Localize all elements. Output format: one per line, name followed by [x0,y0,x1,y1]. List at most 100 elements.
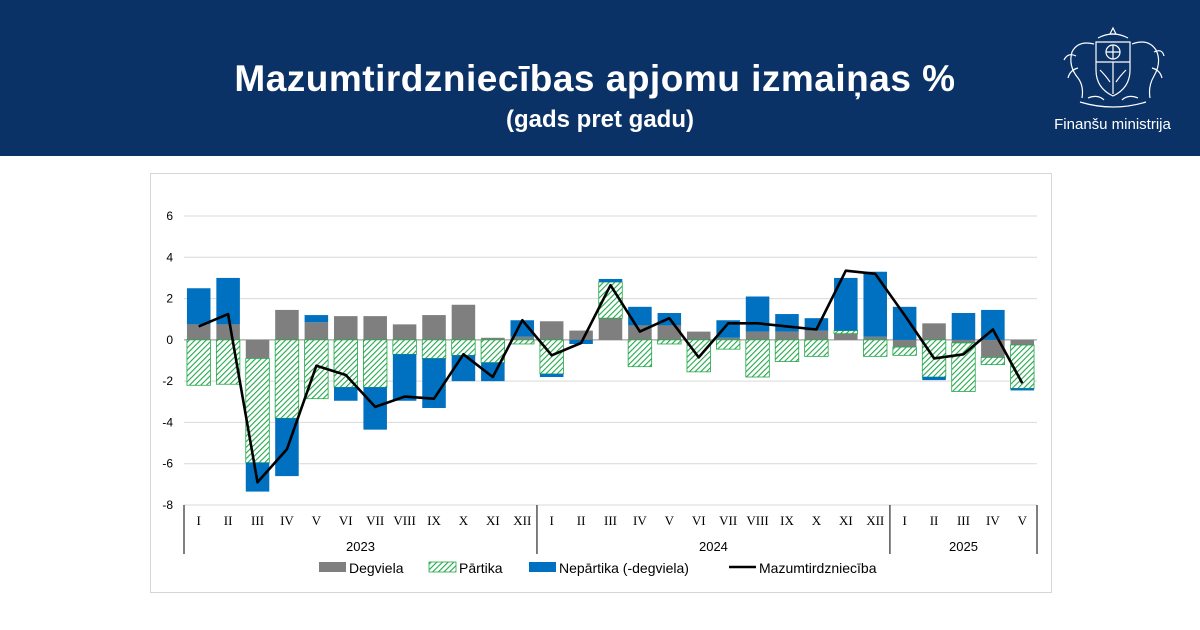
x-tick-label: I [197,513,201,528]
bar-degviela [539,321,564,340]
x-tick-label: III [604,513,617,528]
bar-degviela [392,324,417,340]
x-tick-label: VI [339,513,353,528]
bar-degviela [775,331,799,340]
bar-degviela [481,337,505,340]
bar-nepārtika-degviela [539,373,564,378]
bar-degviela [686,331,711,340]
bar-degviela [363,316,387,340]
y-tick-label: -6 [162,457,173,471]
bar-nepārtika-degviela [922,377,946,381]
legend-label-degviela: Degviela [349,560,404,576]
x-tick-label: IV [280,513,294,528]
bar-pārtika [892,346,917,356]
bar-degviela [892,339,917,348]
bar-degviela [804,330,829,340]
bar-nepārtika-degviela [892,306,917,340]
x-tick-label: II [224,513,233,528]
legend-label-mazumtirdzniecība: Mazumtirdzniecība [759,560,877,576]
x-tick-label: VIII [746,513,768,528]
bar-pārtika [186,339,211,386]
x-tick-label: II [577,513,586,528]
bar-degviela [216,324,240,340]
bar-pārtika [774,339,800,362]
x-tick-label: XI [839,513,853,528]
bar-pārtika [745,339,770,378]
y-tick-label: 6 [166,209,173,223]
bar-degviela [569,330,593,340]
bar-nepārtika-degviela [951,313,976,340]
year-label: 2024 [699,539,728,554]
bar-pārtika [274,339,300,419]
year-label: 2025 [949,539,978,554]
bar-pārtika [715,339,741,350]
x-tick-label: VIII [393,513,415,528]
coat-of-arms-icon [1063,26,1165,108]
page-title: Mazumtirdzniecības apjomu izmaiņas % [234,58,956,99]
legend-swatch-pārtika [428,561,457,573]
bar-pārtika [980,357,1006,366]
bar-pārtika [392,339,417,355]
bar-nepārtika-degviela [628,306,652,326]
bar-degviela [510,336,535,340]
bar-nepārtika-degviela [422,358,446,408]
chart-frame: -8 -6 -4 -2 0 2 4 6 I II III IV V VI VII VIII IX X XI XII I I… [150,173,1052,593]
y-tick-label: 4 [166,250,173,264]
bar-nepārtika-degviela [745,296,770,332]
bar-nepārtika-degviela [775,314,799,332]
bar-degviela [745,331,770,340]
x-tick-label: II [930,513,939,528]
legend-label-nepārtika-degviela: Nepārtika (-degviela) [559,560,689,576]
legend-swatch-degviela [319,562,346,572]
y-tick-label: 0 [166,333,173,347]
legend-label-pārtika: Pārtika [459,560,503,576]
x-tick-label: I [550,513,554,528]
x-tick-label: I [902,513,906,528]
bar-pārtika [657,339,682,345]
bar-pārtika [804,339,829,357]
bar-nepārtika-degviela [304,315,329,323]
bar-pārtika [333,339,358,388]
bar-nepārtika-degviela [981,309,1005,340]
x-tick-label: IV [986,513,1000,528]
x-tick-label: V [1018,513,1028,528]
bar-pārtika [510,339,535,345]
bar-degviela [657,325,682,340]
bar-degviela [863,336,887,340]
bar-nepārtika-degviela [216,277,240,325]
line-series-mazumtirdznieciba [198,269,1024,484]
x-tick-label: XII [513,513,531,528]
bar-degviela [981,339,1005,358]
bar-pārtika [245,358,270,464]
bar-nepārtika-degviela [363,387,387,430]
bar-pārtika [833,330,858,335]
bar-nepārtika-degviela [392,354,417,401]
x-tick-label: X [459,513,469,528]
bar-nepārtika-degviela [334,387,358,401]
bar-pārtika [951,342,976,392]
bar-degviela [422,315,446,340]
bar-pārtika [363,339,388,388]
page-subtitle: (gads pret gadu) [505,106,694,133]
bar-pārtika [421,339,447,359]
bar-degviela [304,322,329,340]
y-tick-label: -4 [162,415,173,429]
x-tick-label: IX [780,513,794,528]
bar-nepārtika-degviela [598,278,623,283]
legend-swatch-nepārtika-degviela [529,562,556,572]
bar-degviela [334,316,358,340]
bar-degviela [451,304,476,340]
bar-nepārtika-degviela [834,277,858,331]
x-tick-label: VII [366,513,384,528]
x-tick-label: XII [866,513,884,528]
x-tick-label: XI [486,513,500,528]
bar-degviela [275,309,299,340]
y-tick-label: -8 [162,498,173,512]
bar-nepārtika-degviela [804,318,829,331]
bar-nepārtika-degviela [1010,388,1035,391]
bar-pārtika [863,339,888,357]
bar-degviela [245,339,270,359]
x-tick-label: VII [719,513,737,528]
year-label: 2023 [346,539,375,554]
